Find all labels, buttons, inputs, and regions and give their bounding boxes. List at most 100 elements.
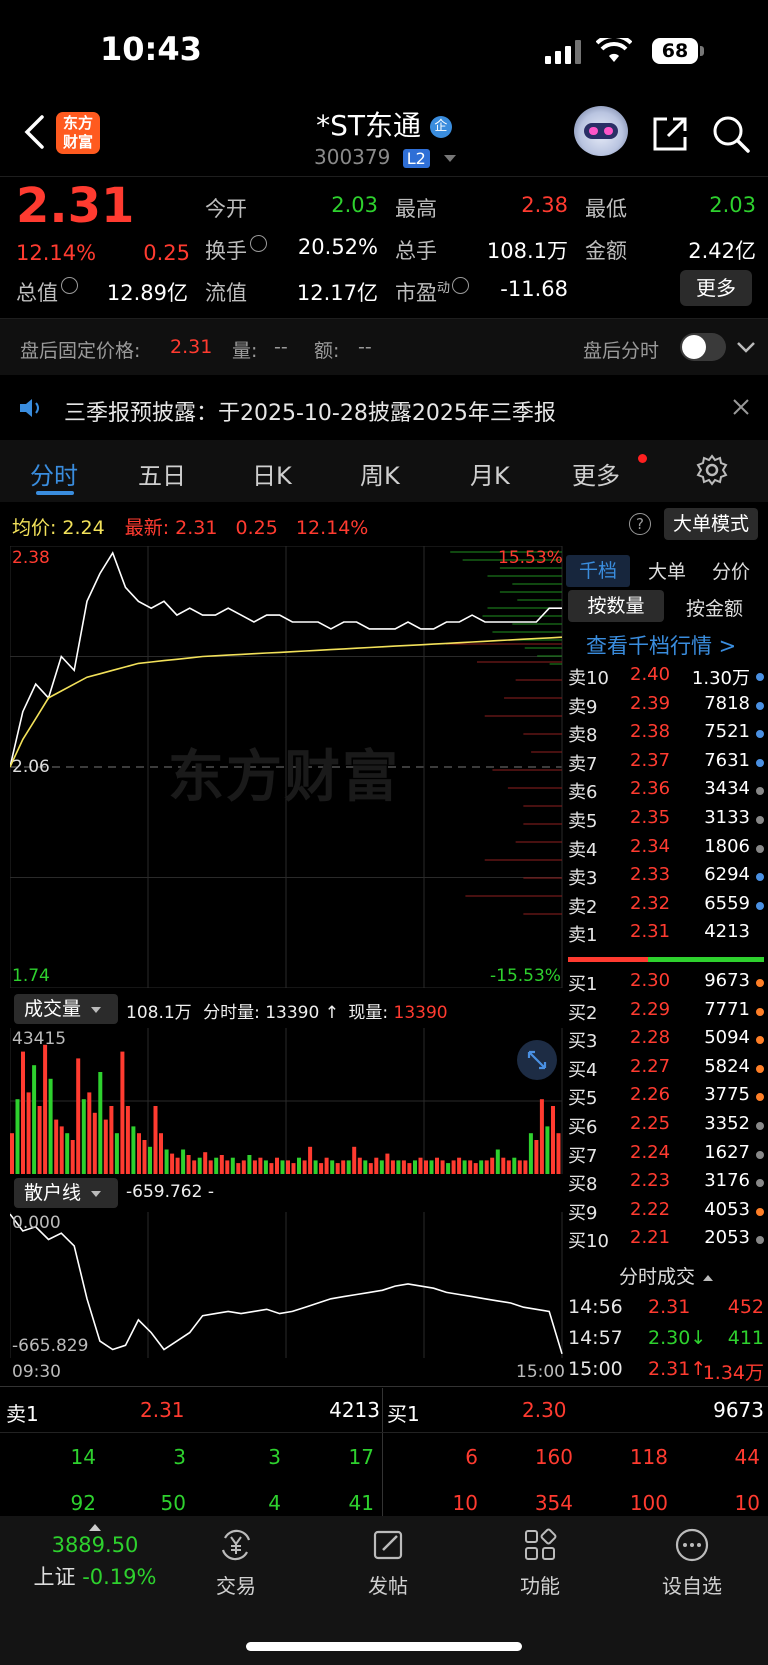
- share-icon[interactable]: [651, 115, 689, 157]
- settings-gear-icon[interactable]: [696, 454, 728, 490]
- change-percent: 12.14%: [16, 241, 97, 265]
- more-dots-icon: [673, 1526, 711, 1564]
- bid-row[interactable]: 买9 2.22 4053: [566, 1199, 766, 1227]
- ask-row[interactable]: 卖2 2.32 6559: [566, 893, 766, 921]
- bid-volume: 3176: [704, 1170, 750, 1192]
- axis-top-pct: 15.53%: [498, 548, 563, 568]
- bid-row[interactable]: 买3 2.28 5094: [566, 1027, 766, 1055]
- big-order-dot: [756, 1207, 764, 1216]
- retail-bottom-label: -665.829: [12, 1336, 89, 1356]
- ask-row[interactable]: 卖10 2.40 1.30万: [566, 664, 766, 692]
- info-icon[interactable]: [250, 235, 267, 252]
- bid-row[interactable]: 买5 2.26 3775: [566, 1084, 766, 1112]
- help-icon[interactable]: ?: [629, 513, 651, 535]
- order-book-tab-price[interactable]: 分价: [712, 561, 751, 583]
- tabs-bar: [0, 440, 768, 502]
- low-value: 2.03: [709, 193, 756, 217]
- bid-row[interactable]: 买7 2.24 1627: [566, 1142, 766, 1170]
- ask-price: 2.39: [630, 692, 671, 714]
- volume-bar: [32, 1065, 37, 1174]
- ask-row[interactable]: 卖7 2.37 7631: [566, 750, 766, 778]
- ask-row[interactable]: 卖9 2.39 7818: [566, 693, 766, 721]
- bid-row[interactable]: 买1 2.30 9673: [566, 970, 766, 998]
- bottom-ask-label: 卖1: [6, 1402, 39, 1426]
- chevron-down-icon[interactable]: [736, 340, 756, 359]
- volume-bar: [313, 1160, 318, 1174]
- retail-line-dropdown[interactable]: 散户线: [14, 1178, 118, 1208]
- volume-bar: [551, 1106, 555, 1174]
- volume-bar: [440, 1160, 445, 1174]
- ask-row[interactable]: 卖3 2.33 6294: [566, 864, 766, 892]
- volume-bar: [269, 1163, 274, 1174]
- nav-watchlist[interactable]: 设自选: [632, 1526, 752, 1599]
- tab-monthly-k[interactable]: 月K: [470, 462, 510, 490]
- avg-price-legend: 均价: 2.24 最新: 2.31 0.25 12.14%: [12, 517, 369, 539]
- ticks-header[interactable]: 分时成交: [566, 1262, 766, 1292]
- ask-price: 2.40: [630, 664, 671, 685]
- volume-bar: [424, 1160, 428, 1174]
- after-hours-toggle[interactable]: [680, 333, 726, 361]
- volume-bar: [490, 1157, 495, 1174]
- volume-bar: [495, 1149, 500, 1174]
- index-ticker[interactable]: 3889.50 上证 -0.19%: [20, 1524, 170, 1591]
- volume-dropdown[interactable]: 成交量: [14, 994, 118, 1024]
- bid-level-label: 买4: [568, 1059, 598, 1081]
- bid-row[interactable]: 买8 2.23 3176: [566, 1170, 766, 1198]
- more-button[interactable]: 更多: [680, 270, 752, 306]
- order-book-tab-thousand[interactable]: 千档: [566, 555, 630, 587]
- big-order-dot: [756, 1064, 764, 1073]
- axis-top-price: 2.38: [12, 548, 50, 568]
- tab-weekly-k[interactable]: 周K: [360, 462, 400, 490]
- bid-volume: 9673: [704, 970, 750, 991]
- nav-post[interactable]: 发帖: [328, 1526, 448, 1599]
- subtab-by-amount[interactable]: 按金额: [686, 598, 744, 620]
- bid-row[interactable]: 买4 2.27 5824: [566, 1056, 766, 1084]
- ask-row[interactable]: 卖6 2.36 3434: [566, 778, 766, 806]
- tab-five-day[interactable]: 五日: [138, 462, 186, 490]
- stock-code[interactable]: 300379 L2: [314, 145, 457, 169]
- volume-chart[interactable]: [10, 1028, 564, 1174]
- ask-row[interactable]: 卖8 2.38 7521: [566, 721, 766, 749]
- enterprise-badge: 企: [429, 116, 452, 138]
- retail-line-chart[interactable]: [10, 1212, 564, 1358]
- bid-level-label: 买1: [568, 974, 598, 995]
- bid-row[interactable]: 买6 2.25 3352: [566, 1113, 766, 1141]
- bid-row[interactable]: 买10 2.21 2053: [566, 1227, 766, 1255]
- bid-volume: 2053: [704, 1227, 750, 1249]
- bid-volume: 3775: [704, 1084, 750, 1106]
- high-label: 最高: [395, 197, 437, 221]
- big-order-dot: [756, 844, 764, 853]
- robot-assistant-icon[interactable]: [574, 106, 628, 156]
- big-order-mode-button[interactable]: 大单模式: [664, 508, 758, 540]
- close-icon[interactable]: [732, 398, 750, 420]
- ask-volume: 7631: [704, 749, 750, 771]
- notice-text[interactable]: 三季报预披露：于2025-10-28披露2025年三季报: [64, 401, 556, 426]
- nav-trade[interactable]: 交易: [176, 1526, 296, 1599]
- volume-bar: [54, 1119, 59, 1174]
- ask-row[interactable]: 卖4 2.34 1806: [566, 836, 766, 864]
- nav-functions[interactable]: 功能: [480, 1526, 600, 1599]
- order-book-tab-big[interactable]: 大单: [648, 561, 687, 583]
- search-icon[interactable]: [711, 114, 751, 158]
- view-thousand-levels-link[interactable]: 查看千档行情 >: [586, 634, 737, 658]
- float-cap-label: 流值: [205, 281, 247, 305]
- bid-row[interactable]: 买2 2.29 7771: [566, 999, 766, 1027]
- price-line: [10, 551, 562, 768]
- tab-more[interactable]: 更多: [572, 462, 620, 490]
- intraday-chart[interactable]: [10, 546, 564, 988]
- ask-row[interactable]: 卖5 2.35 3133: [566, 807, 766, 835]
- speaker-icon: [18, 397, 44, 423]
- grid-icon: [521, 1526, 559, 1564]
- bottom-bid-label: 买1: [387, 1402, 420, 1426]
- ask-row[interactable]: 卖1 2.31 4213: [566, 921, 766, 949]
- tab-active-indicator: [36, 491, 74, 495]
- tab-intraday[interactable]: 分时: [30, 462, 78, 490]
- tab-daily-k[interactable]: 日K: [252, 462, 292, 490]
- back-icon[interactable]: [22, 114, 46, 154]
- subtab-by-quantity[interactable]: 按数量: [568, 590, 664, 622]
- volume-bar: [70, 1140, 75, 1174]
- info-icon[interactable]: [452, 277, 470, 294]
- expand-icon[interactable]: [517, 1040, 557, 1080]
- volume-bar: [241, 1160, 246, 1174]
- info-icon[interactable]: [61, 277, 78, 294]
